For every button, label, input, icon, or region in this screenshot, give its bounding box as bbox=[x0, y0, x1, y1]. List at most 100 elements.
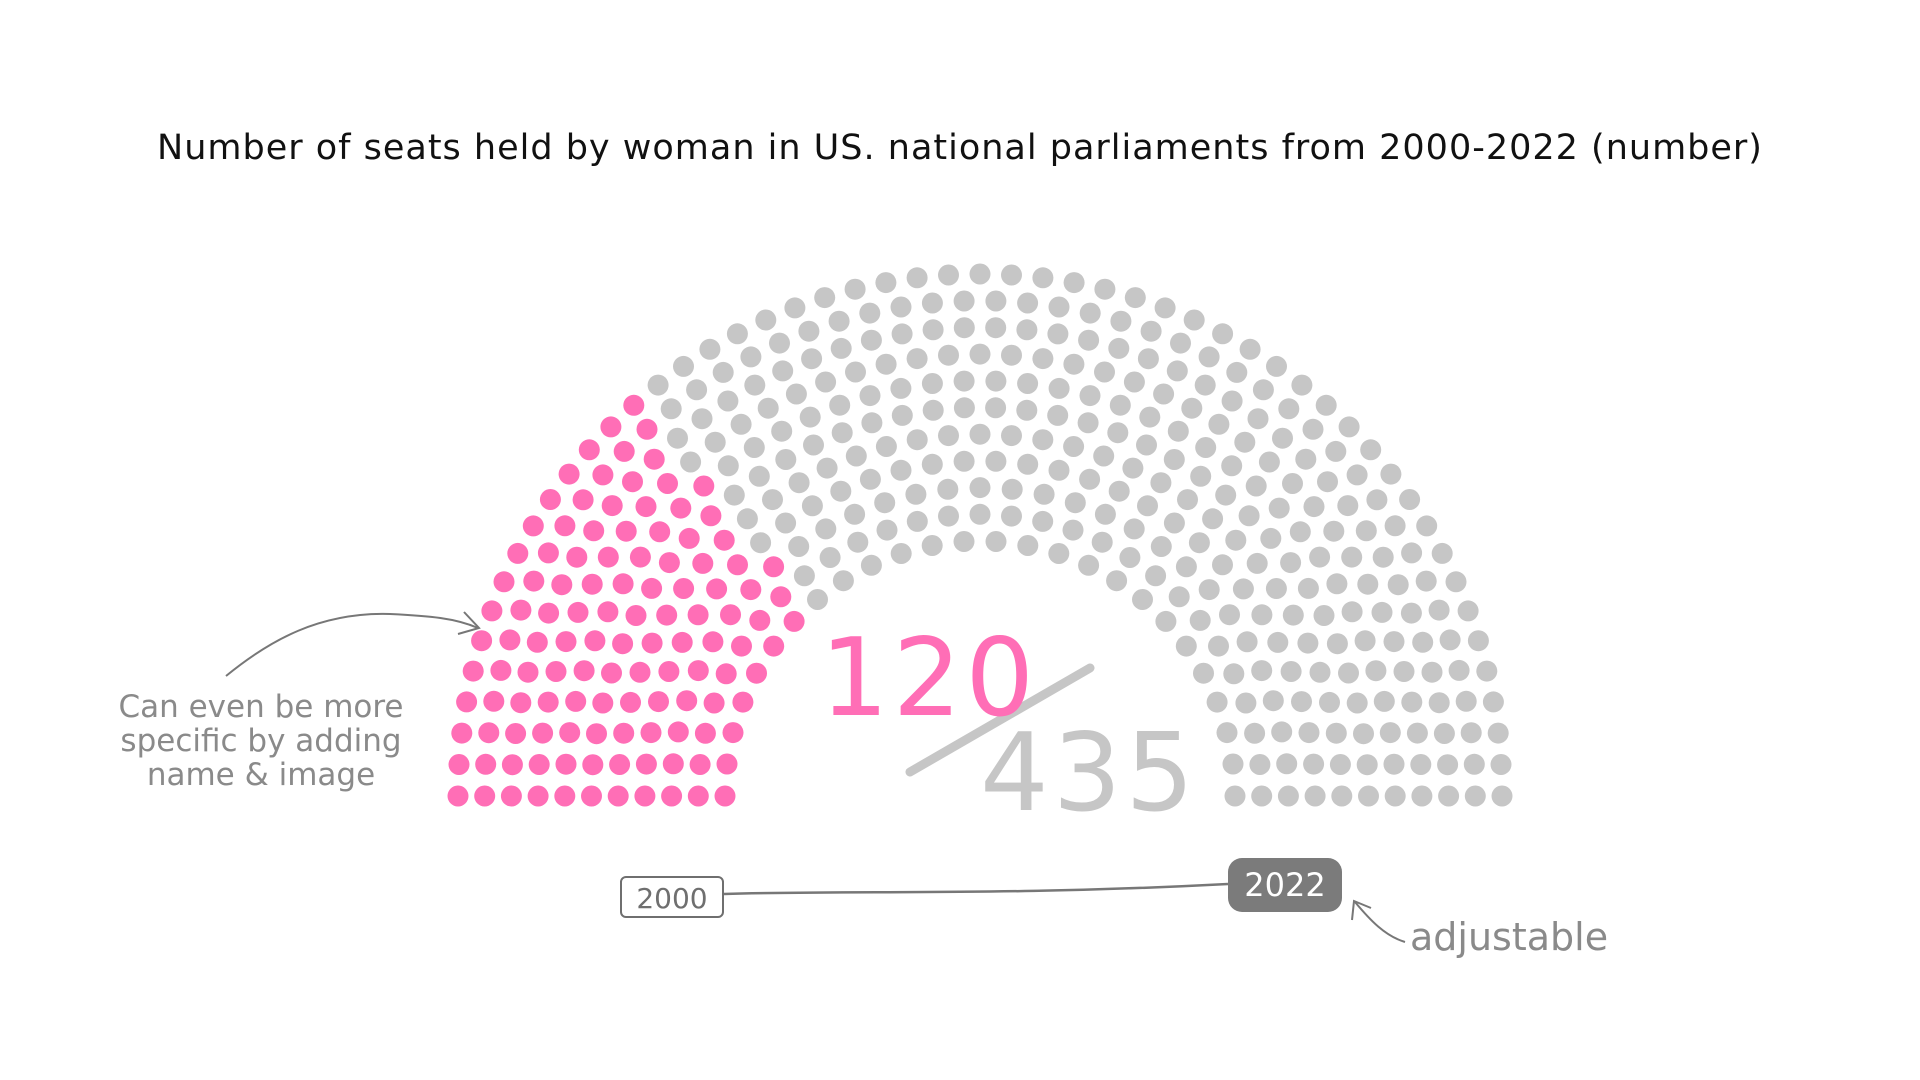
seat-other bbox=[1198, 579, 1220, 601]
seat-other bbox=[1280, 552, 1302, 574]
seat-other bbox=[801, 495, 823, 517]
seat-women bbox=[572, 489, 594, 511]
seat-women bbox=[483, 690, 505, 712]
seat-other bbox=[798, 320, 820, 342]
seat-women bbox=[507, 542, 529, 564]
seat-women bbox=[478, 722, 500, 744]
year-slider-track[interactable] bbox=[723, 882, 1229, 896]
seat-other bbox=[1078, 554, 1100, 576]
seat-other bbox=[1380, 463, 1402, 485]
seat-other bbox=[1329, 754, 1351, 775]
seat-other bbox=[1476, 660, 1498, 682]
seat-other bbox=[1017, 373, 1039, 394]
seat-other bbox=[1124, 287, 1146, 309]
seat-women bbox=[475, 753, 497, 775]
seat-other bbox=[906, 267, 928, 289]
seat-other bbox=[712, 361, 734, 383]
seat-other bbox=[1078, 329, 1100, 351]
seat-other bbox=[1017, 292, 1039, 314]
seat-women bbox=[481, 600, 503, 622]
right-annotation: adjustable bbox=[1410, 915, 1609, 959]
seat-women bbox=[687, 604, 709, 626]
seat-women bbox=[658, 661, 680, 682]
seat-other bbox=[686, 379, 708, 401]
slider-end-year-handle[interactable]: 2022 bbox=[1228, 858, 1342, 912]
seat-women bbox=[584, 630, 606, 652]
seat-other bbox=[1433, 723, 1455, 744]
seat-women bbox=[783, 610, 805, 632]
seat-other bbox=[1168, 586, 1190, 608]
left-annotation: Can even be more specific by adding name… bbox=[118, 689, 404, 793]
seat-other bbox=[922, 319, 944, 341]
seat-other bbox=[1383, 631, 1405, 653]
seat-other bbox=[1491, 785, 1513, 807]
seat-other bbox=[1319, 691, 1340, 713]
seat-women bbox=[600, 416, 622, 438]
seat-other bbox=[1262, 690, 1284, 712]
seat-other bbox=[803, 434, 824, 456]
seat-other bbox=[1163, 449, 1185, 470]
seat-other bbox=[1195, 437, 1217, 458]
seat-women bbox=[641, 577, 663, 599]
seat-other bbox=[1079, 385, 1101, 407]
seat-other bbox=[1226, 361, 1248, 383]
seat-other bbox=[829, 394, 851, 416]
seat-other bbox=[1249, 754, 1271, 775]
seat-other bbox=[1341, 546, 1363, 568]
seat-other bbox=[785, 383, 807, 405]
seat-other bbox=[1353, 723, 1374, 745]
seat-other bbox=[1234, 431, 1256, 453]
seat-women bbox=[554, 785, 576, 807]
seat-women bbox=[687, 785, 709, 807]
seat-other bbox=[1439, 629, 1461, 651]
seat-other bbox=[1246, 552, 1268, 574]
seat-other bbox=[1001, 505, 1022, 527]
seat-other bbox=[844, 278, 866, 300]
seat-other bbox=[1266, 355, 1287, 377]
seat-women bbox=[635, 496, 657, 518]
seat-other bbox=[1338, 416, 1360, 438]
seat-other bbox=[1258, 451, 1280, 473]
seat-women bbox=[671, 631, 693, 653]
seat-women bbox=[526, 631, 548, 653]
seat-other bbox=[1338, 662, 1359, 684]
seat-other bbox=[1356, 754, 1378, 776]
seat-other bbox=[1155, 610, 1177, 632]
left-annotation-arrow bbox=[225, 612, 479, 677]
seat-other bbox=[875, 272, 897, 294]
seat-other bbox=[830, 480, 852, 502]
seat-other bbox=[1167, 420, 1189, 442]
seat-other bbox=[1244, 722, 1266, 744]
seat-other bbox=[906, 510, 928, 532]
seat-women bbox=[763, 556, 785, 578]
seat-women bbox=[640, 722, 662, 744]
seat-other bbox=[1278, 398, 1300, 420]
seat-other bbox=[985, 290, 1007, 312]
seat-other bbox=[755, 309, 777, 331]
seat-other bbox=[969, 503, 991, 525]
seat-women bbox=[471, 630, 493, 652]
seat-other bbox=[1410, 754, 1432, 775]
seat-women bbox=[582, 754, 604, 776]
seat-other bbox=[1437, 754, 1459, 776]
seat-other bbox=[1221, 390, 1243, 412]
seat-women bbox=[597, 601, 619, 623]
seat-other bbox=[859, 468, 881, 490]
seat-other bbox=[1365, 660, 1387, 682]
seat-other bbox=[1416, 515, 1438, 537]
seat-women bbox=[609, 754, 631, 775]
seat-other bbox=[667, 427, 688, 449]
seat-other bbox=[1170, 332, 1191, 354]
seat-other bbox=[1431, 542, 1453, 564]
seat-other bbox=[845, 445, 867, 467]
seat-other bbox=[1252, 379, 1274, 401]
seat-other bbox=[1401, 691, 1423, 713]
seat-other bbox=[1304, 785, 1326, 807]
seat-other bbox=[1379, 722, 1401, 744]
seat-other bbox=[1137, 495, 1158, 517]
seat-other bbox=[757, 397, 779, 419]
seat-women bbox=[573, 660, 595, 682]
seat-other bbox=[1183, 309, 1205, 331]
slider-start-year[interactable]: 2000 bbox=[620, 876, 724, 918]
seat-women bbox=[615, 520, 637, 542]
